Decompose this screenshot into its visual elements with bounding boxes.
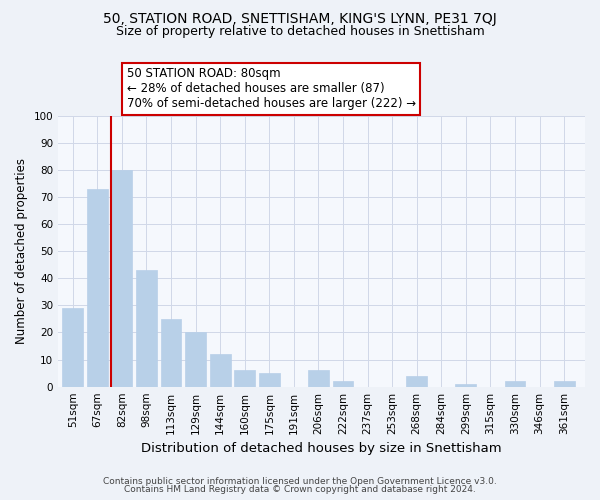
Bar: [406, 376, 427, 386]
Bar: [235, 370, 255, 386]
Bar: [332, 382, 353, 386]
Text: Contains public sector information licensed under the Open Government Licence v3: Contains public sector information licen…: [103, 477, 497, 486]
Bar: [62, 308, 83, 386]
Bar: [455, 384, 476, 386]
Text: 50, STATION ROAD, SNETTISHAM, KING'S LYNN, PE31 7QJ: 50, STATION ROAD, SNETTISHAM, KING'S LYN…: [103, 12, 497, 26]
Bar: [185, 332, 206, 386]
Bar: [210, 354, 230, 386]
Y-axis label: Number of detached properties: Number of detached properties: [15, 158, 28, 344]
Bar: [554, 382, 575, 386]
Bar: [308, 370, 329, 386]
Bar: [505, 382, 526, 386]
Bar: [136, 270, 157, 386]
Bar: [161, 319, 181, 386]
Text: Contains HM Land Registry data © Crown copyright and database right 2024.: Contains HM Land Registry data © Crown c…: [124, 485, 476, 494]
Bar: [259, 373, 280, 386]
X-axis label: Distribution of detached houses by size in Snettisham: Distribution of detached houses by size …: [141, 442, 502, 455]
Text: Size of property relative to detached houses in Snettisham: Size of property relative to detached ho…: [116, 25, 484, 38]
Text: 50 STATION ROAD: 80sqm
← 28% of detached houses are smaller (87)
70% of semi-det: 50 STATION ROAD: 80sqm ← 28% of detached…: [127, 68, 416, 110]
Bar: [87, 189, 108, 386]
Bar: [112, 170, 133, 386]
